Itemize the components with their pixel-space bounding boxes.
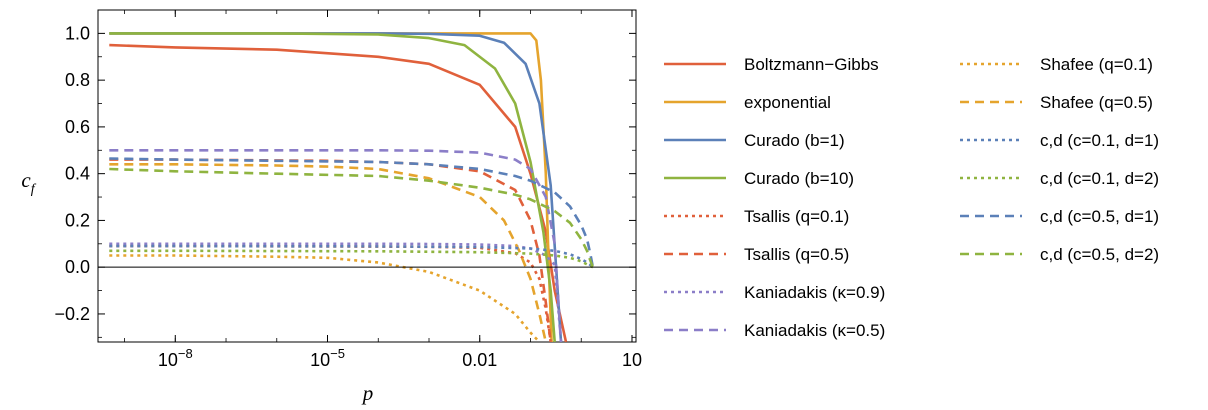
y-axis-title: cf (21, 168, 36, 197)
series-line-tsallis-q-0-5 (109, 158, 552, 342)
axis-layer: −0.2 0.0 0.2 0.4 0.6 0.8 1.0 10−8 10−5 0.01 10 (54, 10, 642, 370)
y-axis-title-subscript: f (31, 182, 37, 197)
legend-label-shafee-q-0-5: Shafee (q=0.5) (1040, 93, 1153, 112)
y-tick-label: 0.4 (65, 164, 90, 184)
x-tick-label: 10 (622, 350, 642, 370)
legend: Boltzmann−Gibbs exponential Curado (b=1) Cu… (664, 55, 1159, 340)
series-line-shafee-q-0-5 (109, 163, 548, 342)
series-line-curado-b-10 (109, 32, 556, 342)
series-line-c-d-c-0-1-d-2 (109, 249, 594, 269)
legend-label-exponential: exponential (744, 93, 831, 112)
series-line-c-d-c-0-5-d-2 (109, 167, 595, 268)
legend-label-kaniadakis-0-9: Kaniadakis (κ=0.9) (744, 283, 885, 302)
x-axis-title: p (361, 381, 374, 405)
y-tick-label: −0.2 (54, 304, 90, 324)
legend-label-boltzmann-gibbs: Boltzmann−Gibbs (744, 55, 879, 74)
legend-label-c-d-c-0-1-d-1: c,d (c=0.1, d=1) (1040, 131, 1159, 150)
y-tick-label: 0.8 (65, 70, 90, 90)
legend-label-shafee-q-0-1: Shafee (q=0.1) (1040, 55, 1153, 74)
legend-label-c-d-c-0-5-d-1: c,d (c=0.5, d=1) (1040, 207, 1159, 226)
legend-label-kaniadakis-0-5: Kaniadakis (κ=0.5) (744, 321, 885, 340)
series-line-c-d-c-0-5-d-1 (109, 157, 595, 268)
x-tick-label: 0.01 (462, 350, 497, 370)
y-tick-label: 0.6 (65, 117, 90, 137)
y-tick-label: 0.0 (65, 257, 90, 277)
legend-label-curado-b-1: Curado (b=1) (744, 131, 845, 150)
series-line-boltzmann-gibbs (109, 43, 568, 342)
series-line-curado-b-1 (109, 32, 563, 342)
x-tick-label: 10−8 (158, 346, 193, 370)
y-tick-label: 0.2 (65, 210, 90, 230)
plot-frame (97, 9, 637, 343)
series-line-shafee-q-0-1 (109, 254, 541, 342)
legend-label-c-d-c-0-1-d-2: c,d (c=0.1, d=2) (1040, 169, 1159, 188)
legend-label-tsallis-q-0-1: Tsallis (q=0.1) (744, 207, 849, 226)
x-tick-label: 10−5 (310, 346, 345, 370)
y-tick-label: 1.0 (65, 23, 90, 43)
series-line-kaniadakis-0-5 (109, 149, 563, 342)
legend-label-c-d-c-0-5-d-2: c,d (c=0.5, d=2) (1040, 245, 1159, 264)
legend-label-tsallis-q-0-5: Tsallis (q=0.5) (744, 245, 849, 264)
series-layer (109, 32, 595, 342)
legend-label-curado-b-10: Curado (b=10) (744, 169, 854, 188)
